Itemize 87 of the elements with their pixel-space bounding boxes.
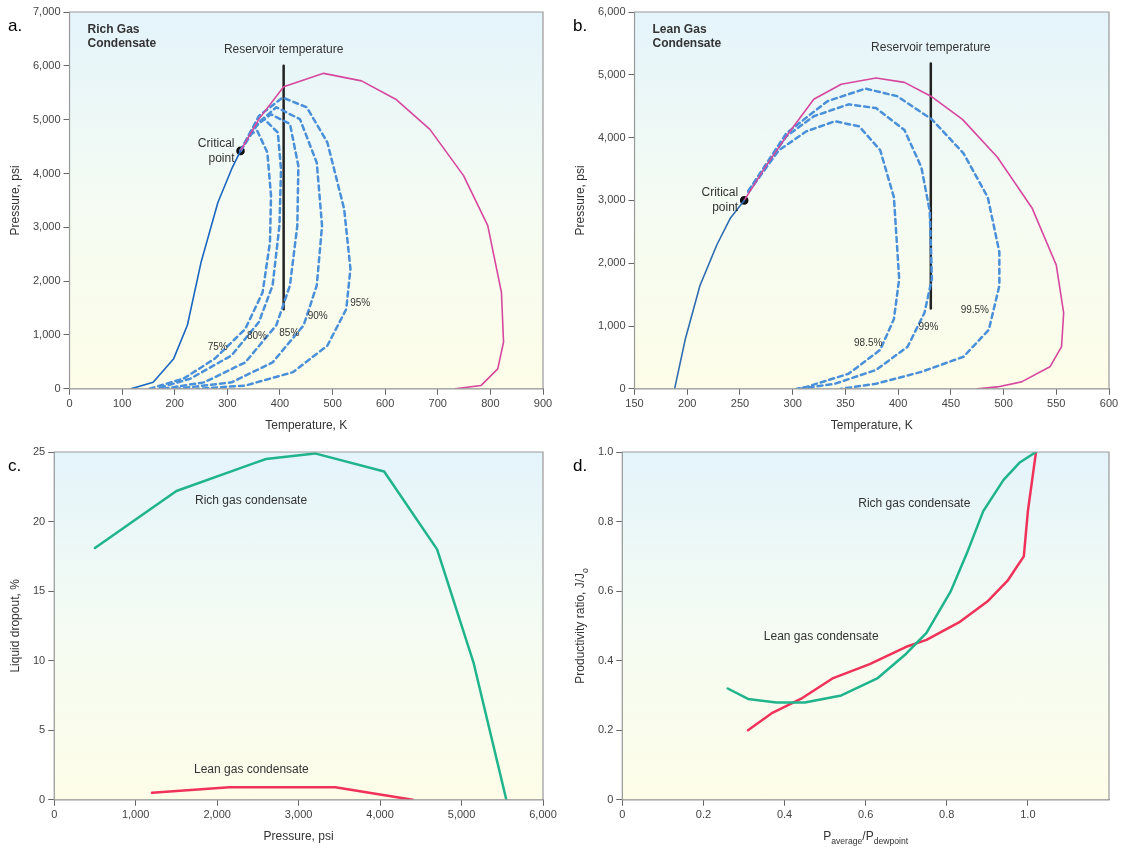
series-label: Rich gas condensate <box>858 496 971 511</box>
series-label: Lean gas condensate <box>193 761 310 776</box>
x-tick-label: 1.0 <box>1020 808 1036 821</box>
series-label: 85% <box>279 327 300 339</box>
y-tick-label: 5,000 <box>33 112 61 125</box>
y-tick-label: 0 <box>607 792 614 805</box>
series-label: 98.5% <box>854 336 883 348</box>
y-tick-label: 2,000 <box>33 274 61 287</box>
x-tick-label: 300 <box>218 397 237 410</box>
text: d. <box>573 456 588 476</box>
y-tick-label: 10 <box>32 653 46 666</box>
x-tick-label: 6,000 <box>529 808 557 821</box>
y-tick-label: 0.4 <box>597 653 614 666</box>
y-tick-label: 25 <box>32 445 46 458</box>
x-tick-label: 400 <box>270 397 290 410</box>
text: Rich Gas Condensate <box>87 22 157 51</box>
series-label: Lean gas condensate <box>763 629 879 644</box>
text: c. <box>8 456 22 476</box>
y-tick-label: 6,000 <box>33 58 61 71</box>
y-tick-label: 0 <box>619 381 626 394</box>
y-tick-label: 3,000 <box>598 193 626 206</box>
series-label: 90% <box>307 310 328 322</box>
x-tick-label: 150 <box>625 397 644 410</box>
y-tick-label: 1,000 <box>598 319 626 332</box>
y-tick-label: 4,000 <box>33 166 61 179</box>
series-label: 99% <box>918 320 939 332</box>
y-tick-label: 7,000 <box>33 5 61 18</box>
x-tick-label: 500 <box>994 397 1013 410</box>
y-axis-title: Liquid dropout, % <box>8 578 23 673</box>
x-tick-label: 1,000 <box>121 808 150 821</box>
x-tick-label: 900 <box>533 397 553 410</box>
y-tick-label: 0 <box>39 792 46 805</box>
y-tick-label: 5 <box>39 723 46 736</box>
y-tick-label: 0 <box>54 381 61 394</box>
series-label: Critical point <box>701 185 739 215</box>
x-tick-label: 0.2 <box>695 808 712 821</box>
x-tick-label: 0.8 <box>939 808 955 821</box>
x-tick-label: 400 <box>888 397 908 410</box>
x-tick-label: 550 <box>1047 397 1066 410</box>
x-tick-label: 300 <box>783 397 802 410</box>
series-label: Reservoir temperature <box>223 42 344 57</box>
y-tick-label: 0.6 <box>597 584 614 597</box>
x-tick-label: 100 <box>112 397 132 410</box>
y-tick-label: 6,000 <box>598 5 626 18</box>
x-tick-label: 500 <box>323 397 342 410</box>
y-tick-label: 3,000 <box>33 220 61 233</box>
x-tick-label: 0.6 <box>858 808 874 821</box>
x-tick-label: 0 <box>66 397 73 410</box>
y-tick-label: 15 <box>32 584 46 597</box>
x-tick-label: 200 <box>678 397 697 410</box>
x-tick-label: 600 <box>376 397 395 410</box>
series-label: Rich gas condensate <box>194 493 308 508</box>
x-tick-label: 800 <box>481 397 500 410</box>
series-label: Critical point <box>197 135 236 165</box>
y-tick-label: 0.2 <box>597 723 614 736</box>
x-axis-title: Pressure, psi <box>263 829 334 844</box>
x-tick-label: 4,000 <box>366 808 394 821</box>
x-tick-label: 600 <box>1099 397 1119 410</box>
x-tick-label: 0.4 <box>776 808 793 821</box>
y-axis-title: Pressure, psi <box>573 165 588 236</box>
y-axis-title: Productivity ratio, J/Jo <box>573 567 590 684</box>
y-tick-label: 2,000 <box>598 256 626 269</box>
x-axis-title: Temperature, K <box>830 418 913 433</box>
text: Lean Gas Condensate <box>652 22 722 51</box>
y-tick-label: 20 <box>32 514 46 527</box>
y-tick-label: 0.8 <box>597 514 614 527</box>
x-tick-label: 200 <box>165 397 184 410</box>
x-tick-label: 350 <box>836 397 855 410</box>
y-tick-label: 1.0 <box>597 445 614 458</box>
x-tick-label: 250 <box>730 397 750 410</box>
y-tick-label: 5,000 <box>598 67 626 80</box>
series-label: 80% <box>246 329 268 341</box>
x-tick-label: 3,000 <box>284 808 313 821</box>
series-label: Reservoir temperature <box>871 39 991 54</box>
y-tick-label: 4,000 <box>598 130 626 143</box>
series-label: 75% <box>207 341 228 353</box>
series-label: 95% <box>350 296 371 308</box>
y-axis-title: Pressure, psi <box>8 165 23 236</box>
x-axis-title: Temperature, K <box>265 418 348 433</box>
x-tick-label: 5,000 <box>447 808 476 821</box>
series-label: 99.5% <box>960 303 990 315</box>
x-tick-label: 2,000 <box>203 808 231 821</box>
y-tick-label: 1,000 <box>33 328 61 340</box>
x-tick-label: 700 <box>428 397 447 410</box>
text: b. <box>573 16 588 36</box>
x-tick-label: 450 <box>941 397 961 410</box>
text: a. <box>8 16 23 36</box>
